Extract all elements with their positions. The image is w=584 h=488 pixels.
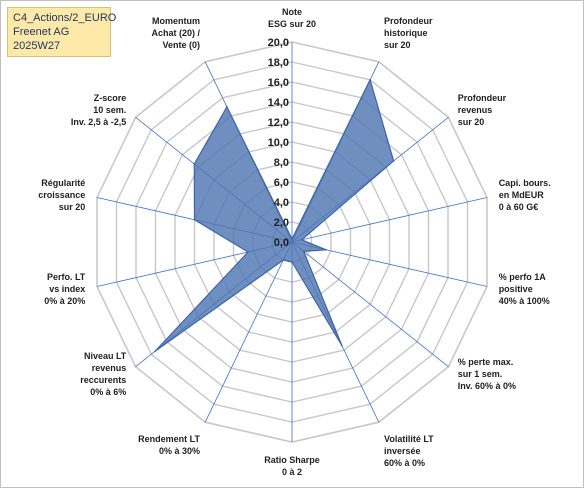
- axis-label-line: 40% à 100%: [499, 296, 550, 306]
- axis-label-2: Profondeur revenus sur 20: [458, 93, 507, 127]
- spoke-3: [291, 197, 488, 243]
- data-point-3: [300, 239, 303, 241]
- axis-label-line: Volatilité LT: [384, 434, 434, 444]
- axis-label-line: revenus: [92, 363, 127, 373]
- data-point-1: [369, 79, 371, 81]
- axis-label-line: Achat (20) /: [151, 28, 200, 38]
- info-line-index: C4_Actions/2_EURO: [13, 12, 117, 24]
- radar-tick-labels: 0,0 2,0 4,0 6,0 8,0 10,0 12,0 14,0 16,0 18,0 20,0: [268, 37, 289, 249]
- data-point-6: [341, 344, 343, 347]
- axis-label-line: Perfo. LT: [47, 272, 86, 282]
- info-box: C4_Actions/2_EURO Freenet AG 2025W27: [7, 7, 117, 57]
- axis-label-line: Régularité: [41, 178, 85, 188]
- info-line-week: 2025W27: [13, 40, 61, 52]
- axis-label-line: sur 20: [458, 117, 485, 127]
- axis-label-8: Rendement LT 0% à 30%: [138, 434, 200, 456]
- tick-label: 4,0: [274, 197, 289, 209]
- axis-label-7: Ratio Sharpe 0 à 2: [264, 455, 320, 477]
- tick-label: 18,0: [268, 57, 289, 69]
- data-point-2: [392, 160, 395, 162]
- axis-label-line: ESG sur 20: [268, 19, 316, 29]
- axis-label-line: revenus: [458, 105, 493, 115]
- data-point-12: [193, 163, 196, 165]
- tick-label: 6,0: [274, 177, 289, 189]
- axis-label-line: Note: [282, 7, 302, 17]
- axis-label-line: sur 20: [384, 40, 411, 50]
- axis-label-line: Momentum: [152, 16, 200, 26]
- data-point-11: [193, 218, 196, 221]
- data-point-4: [325, 249, 327, 251]
- axis-label-line: 10 sem.: [93, 105, 126, 115]
- tick-label: 2,0: [274, 217, 289, 229]
- data-point-5: [302, 250, 305, 253]
- radar-series: [154, 79, 395, 352]
- radar-axis-labels: Note ESG sur 20 Profondeur historique sur 20…: [38, 7, 550, 477]
- axis-label-line: 0% à 20%: [44, 296, 85, 306]
- spoke-8: [204, 241, 293, 423]
- info-line-company: Freenet AG: [13, 26, 70, 38]
- axis-label-4: % perfo 1A positive 40% à 100%: [499, 272, 550, 306]
- data-point-13: [226, 106, 228, 108]
- axis-label-line: 60% à 0%: [384, 458, 425, 468]
- axis-label-9: Niveau LT revenus reccurents 0% à 6%: [80, 351, 127, 397]
- axis-label-3: Capi. bours. en MdEUR 0 à 60 G€: [499, 178, 551, 212]
- axis-label-11: Régularité croissance sur 20: [38, 178, 85, 212]
- axis-label-line: % perte max.: [458, 357, 514, 367]
- tick-label: 20,0: [268, 37, 289, 49]
- axis-label-line: 0 à 2: [282, 467, 302, 477]
- axis-label-line: vs index: [49, 284, 85, 294]
- axis-label-line: % perfo 1A: [499, 272, 547, 282]
- axis-label-line: sur 20: [59, 202, 86, 212]
- axis-label-line: Rendement LT: [138, 434, 200, 444]
- data-point-0: [291, 238, 293, 240]
- tick-label: 14,0: [268, 97, 289, 109]
- tick-label: 10,0: [268, 137, 289, 149]
- axis-label-line: Niveau LT: [84, 351, 127, 361]
- axis-label-line: Capi. bours.: [499, 178, 551, 188]
- axis-label-line: historique: [384, 28, 428, 38]
- data-point-9: [154, 350, 156, 352]
- axis-label-0: Note ESG sur 20: [268, 7, 316, 29]
- axis-label-line: 0 à 60 G€: [499, 202, 539, 212]
- axis-label-line: positive: [499, 284, 533, 294]
- axis-label-line: inversée: [384, 446, 421, 456]
- tick-label: 0,0: [274, 237, 289, 249]
- tick-label: 12,0: [268, 117, 289, 129]
- axis-label-1: Profondeur historique sur 20: [384, 16, 433, 50]
- axis-label-line: Profondeur: [384, 16, 433, 26]
- axis-label-line: Ratio Sharpe: [264, 455, 320, 465]
- axis-label-5: % perte max. sur 1 sem. Inv. 60% à 0%: [458, 357, 516, 391]
- axis-label-line: en MdEUR: [499, 190, 545, 200]
- axis-label-line: 0% à 30%: [159, 446, 200, 456]
- axis-label-line: Profondeur: [458, 93, 507, 103]
- axis-label-line: sur 1 sem.: [458, 369, 503, 379]
- data-point-7: [291, 261, 293, 263]
- axis-label-line: Z-score: [94, 93, 127, 103]
- data-point-10: [247, 251, 249, 253]
- tick-label: 16,0: [268, 77, 289, 89]
- data-point-8: [282, 259, 285, 261]
- axis-label-13: Momentum Achat (20) / Vente (0): [151, 16, 200, 50]
- axis-label-6: Volatilité LT inversée 60% à 0%: [384, 434, 434, 468]
- axis-label-line: 0% à 6%: [90, 387, 126, 397]
- spoke-5: [291, 241, 449, 368]
- axis-label-line: Inv. 2,5 à -2,5: [71, 117, 126, 127]
- axis-label-line: reccurents: [80, 375, 126, 385]
- axis-label-line: Inv. 60% à 0%: [458, 381, 516, 391]
- axis-label-line: croissance: [38, 190, 85, 200]
- axis-label-12: Z-score 10 sem. Inv. 2,5 à -2,5: [71, 93, 126, 127]
- tick-label: 8,0: [274, 157, 289, 169]
- axis-label-line: Vente (0): [162, 40, 200, 50]
- axis-label-10: Perfo. LT vs index 0% à 20%: [44, 272, 86, 306]
